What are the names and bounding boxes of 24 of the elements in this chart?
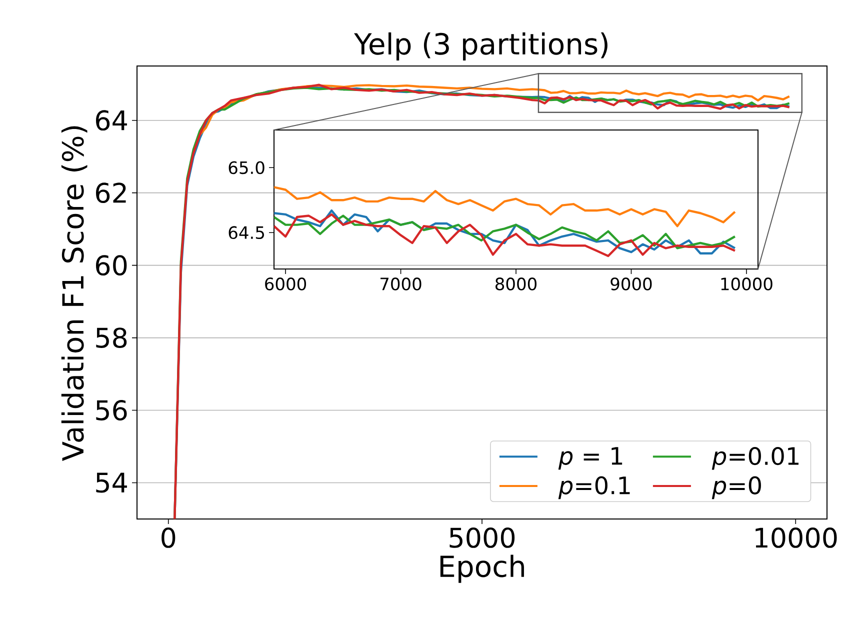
x-tick-label: 0: [162, 528, 176, 548]
y-tick-label: 65.0: [228, 161, 264, 174]
y-tick-label: 64: [96, 110, 127, 131]
legend-label: p=0.1: [558, 476, 630, 500]
x-axis-title: Epoch: [440, 554, 524, 583]
y-tick-label: 58: [96, 328, 127, 348]
y-tick-label: 56: [96, 400, 127, 420]
x-tick-label: 8000: [496, 278, 536, 290]
x-tick-label: 7000: [380, 278, 422, 290]
y-tick-label: 64.5: [228, 226, 264, 240]
x-tick-label: 10000: [756, 528, 837, 548]
chart-title: Yelp (3 partitions): [354, 32, 608, 60]
legend-label: p = 1: [558, 447, 622, 470]
legend-label: p=0: [712, 476, 761, 500]
x-tick-label: 9000: [610, 278, 652, 290]
x-tick-label: 10000: [721, 278, 772, 290]
x-tick-label: 5000: [450, 528, 515, 548]
y-tick-label: 54: [96, 472, 127, 493]
line-series: [274, 186, 736, 228]
y-tick-label: 60: [96, 255, 127, 276]
x-tick-label: 6000: [265, 278, 306, 290]
y-tick-label: 62: [96, 182, 126, 204]
y-axis-title: Validation F1 Score (%): [61, 126, 88, 461]
legend-label: p=0.01: [712, 446, 798, 470]
